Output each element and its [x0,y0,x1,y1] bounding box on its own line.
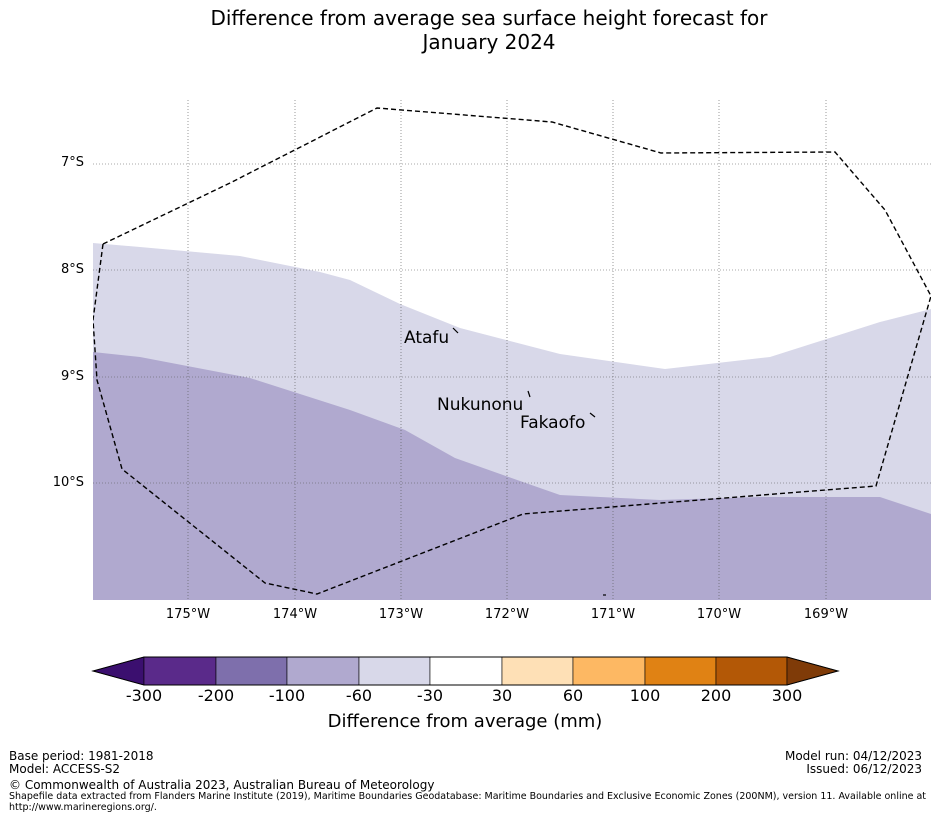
colorbar-label-minus30: -30 [416,686,444,705]
colorbar-label-minus60: -60 [345,686,373,705]
colorbar-label-100: 100 [629,686,661,705]
colorbar-label-minus100: -100 [268,686,306,705]
lat-label-8s: 8°S [60,262,84,277]
colorbar-segment-200-300 [715,656,788,686]
colorbar-segment-minus30-30 [429,656,503,686]
colorbar-label-minus300: -300 [125,686,163,705]
chart-title: Difference from average sea surface heig… [0,6,931,54]
colorbar-outline [91,656,840,686]
footer-model-run: Model run: 04/12/2023 [784,749,922,763]
colorbar-segment-minus300-minus200 [143,656,217,686]
atafu-atoll-mark [452,327,459,334]
footer-copyright: © Commonwealth of Australia 2023, Austra… [9,778,435,792]
title-line-2: January 2024 [422,30,556,54]
colorbar-segment-minus200-minus100 [215,656,288,686]
footer-model: Model: ACCESS-S2 [9,762,121,776]
colorbar-segment-100-200 [644,656,717,686]
lon-label-173w: 173°W [378,607,424,622]
place-label-nukunonu: Nukunonu [437,395,524,415]
colorbar-segment-30-60 [501,656,574,686]
colorbar-label-30: 30 [491,686,513,705]
colorbar-label-minus200: -200 [197,686,235,705]
place-label-atafu: Atafu [404,328,450,348]
lon-label-174w: 174°W [272,607,318,622]
lon-gridlines [187,100,827,600]
eez-boundary [93,107,931,595]
lat-label-10s: 10°S [52,475,84,490]
footer-shapefile-credit-line-1: Shapefile data extracted from Flanders M… [9,791,927,802]
colorbar-segment-minus60-minus30 [358,656,431,686]
colorbar-high-extension [786,656,840,686]
place-label-fakaofo: Fakaofo [520,413,586,433]
lon-label-175w: 175°W [165,607,211,622]
colorbar [91,656,840,686]
fakaofo-atoll-mark [589,412,596,418]
lon-label-171w: 171°W [590,607,636,622]
colorbar-label-300: 300 [771,686,803,705]
lon-label-169w: 169°W [803,607,849,622]
footer-base-period: Base period: 1981-2018 [9,749,154,763]
lat-label-7s: 7°S [60,155,84,170]
title-line-1: Difference from average sea surface heig… [210,6,768,30]
colorbar-label-60: 60 [562,686,584,705]
colorbar-segment-minus100-minus60 [286,656,360,686]
anomaly-band-minus100-minus60 [93,352,931,600]
colorbar-low-extension [91,656,145,686]
colorbar-label-200: 200 [700,686,732,705]
lon-label-170w: 170°W [696,607,742,622]
lat-label-9s: 9°S [60,369,84,384]
colorbar-segment-60-100 [572,656,646,686]
nukunonu-atoll-mark [527,390,531,398]
colorbar-title: Difference from average (mm) [327,711,603,732]
footer-issued: Issued: 06/12/2023 [806,762,922,776]
footer-shapefile-credit-line-2: http://www.marineregions.org/. [9,802,157,813]
lon-label-172w: 172°W [484,607,530,622]
